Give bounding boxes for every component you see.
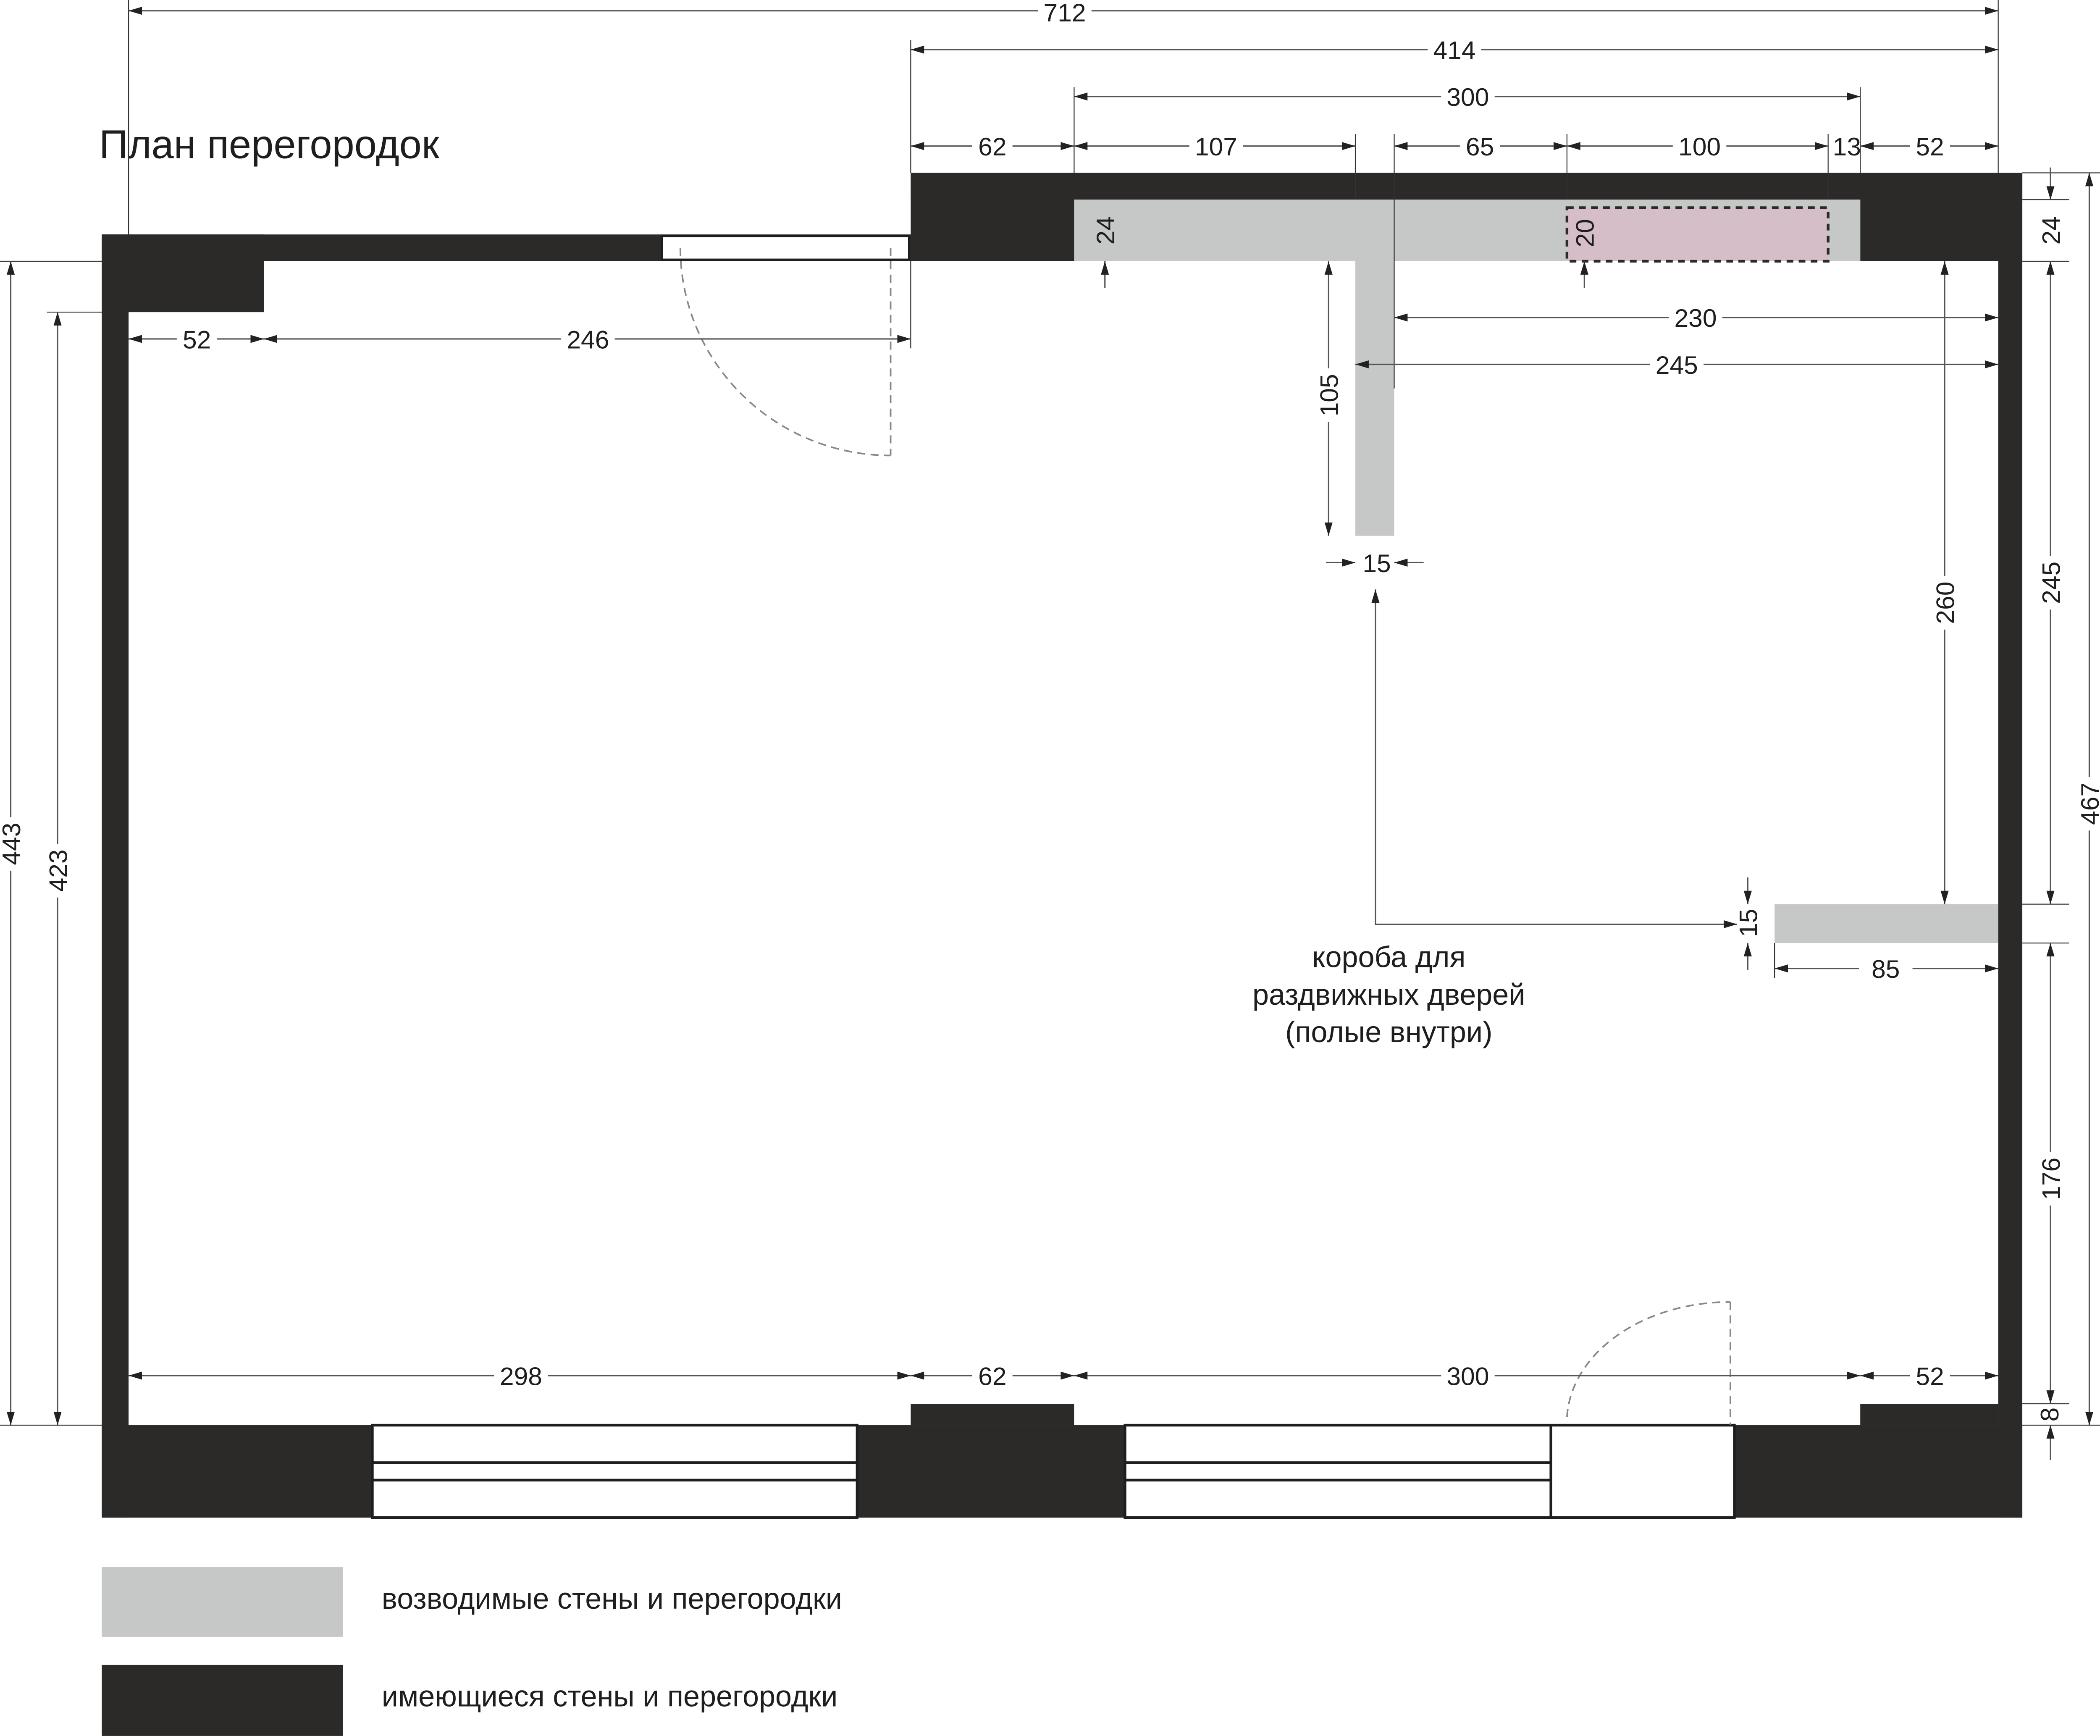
svg-text:короба для: короба для (1312, 940, 1465, 973)
legend-swatch-existing (102, 1665, 343, 1736)
legend-swatch-new (102, 1567, 343, 1637)
svg-text:15: 15 (1734, 909, 1763, 937)
dimension-labels: 712 414 300 62 107 65 100 13 52 52 246 2… (0, 0, 2100, 1421)
svg-text:8: 8 (2035, 1408, 2064, 1422)
svg-text:414: 414 (1433, 36, 1475, 64)
new-walls (1074, 200, 1998, 943)
svg-text:100: 100 (1678, 132, 1721, 161)
svg-text:85: 85 (1872, 955, 1900, 983)
svg-text:52: 52 (183, 325, 211, 354)
existing-walls (102, 173, 2023, 1518)
door-swings (679, 248, 1731, 1426)
svg-text:65: 65 (1466, 132, 1494, 161)
svg-text:712: 712 (1044, 0, 1086, 27)
svg-text:176: 176 (2037, 1158, 2065, 1200)
svg-text:230: 230 (1674, 304, 1717, 332)
legend-label-new: возводимые стены и перегородки (382, 1582, 842, 1615)
sliding-box-annotation: короба для раздвижных дверей (полые внут… (1252, 940, 1525, 1048)
legend-label-existing: имеющиеся стены и перегородки (382, 1680, 838, 1713)
svg-text:300: 300 (1446, 83, 1489, 111)
svg-text:52: 52 (1916, 1362, 1944, 1390)
svg-text:13: 13 (1833, 132, 1861, 161)
svg-text:246: 246 (567, 325, 609, 354)
windows (371, 234, 1736, 1519)
svg-text:467: 467 (2076, 783, 2100, 825)
svg-text:(полые внутри): (полые внутри) (1285, 1015, 1492, 1048)
svg-text:15: 15 (1362, 549, 1391, 578)
svg-text:245: 245 (2037, 562, 2065, 604)
svg-text:423: 423 (44, 849, 72, 892)
sliding-door-box (1565, 206, 1830, 263)
svg-text:20: 20 (1571, 219, 1599, 247)
svg-text:300: 300 (1446, 1362, 1489, 1390)
svg-text:52: 52 (1916, 132, 1944, 161)
svg-text:105: 105 (1315, 374, 1344, 416)
svg-text:24: 24 (2037, 216, 2065, 244)
svg-text:раздвижных дверей: раздвижных дверей (1252, 978, 1525, 1011)
svg-text:260: 260 (1931, 582, 1959, 624)
svg-text:24: 24 (1091, 216, 1120, 244)
svg-text:443: 443 (0, 823, 26, 865)
plan-title: План перегородок (99, 122, 440, 167)
svg-text:62: 62 (978, 132, 1006, 161)
legend: возводимые стены и перегородки имеющиеся… (102, 1567, 842, 1736)
svg-text:298: 298 (500, 1362, 542, 1390)
svg-text:107: 107 (1195, 132, 1237, 161)
svg-text:62: 62 (978, 1362, 1006, 1390)
svg-text:245: 245 (1656, 351, 1698, 379)
